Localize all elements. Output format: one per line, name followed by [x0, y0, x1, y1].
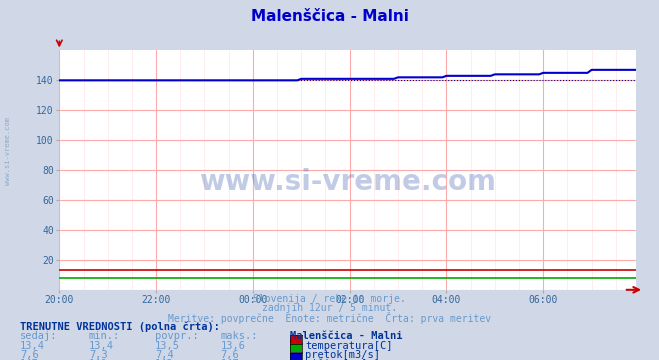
Text: Meritve: povprečne  Enote: metrične  Črta: prva meritev: Meritve: povprečne Enote: metrične Črta:… — [168, 312, 491, 324]
Text: Malenščica - Malni: Malenščica - Malni — [290, 331, 403, 341]
Text: www.si-vreme.com: www.si-vreme.com — [5, 117, 11, 185]
Text: 142: 142 — [155, 359, 173, 360]
Text: Slovenija / reke in morje.: Slovenija / reke in morje. — [253, 294, 406, 304]
Text: 7,4: 7,4 — [155, 350, 173, 360]
Text: Malenščica - Malni: Malenščica - Malni — [250, 9, 409, 24]
Text: zadnjih 12ur / 5 minut.: zadnjih 12ur / 5 minut. — [262, 303, 397, 313]
Text: 147: 147 — [20, 359, 38, 360]
Text: 7,6: 7,6 — [20, 350, 38, 360]
Text: temperatura[C]: temperatura[C] — [305, 341, 393, 351]
Text: 7,6: 7,6 — [221, 350, 239, 360]
Text: pretok[m3/s]: pretok[m3/s] — [305, 350, 380, 360]
Text: min.:: min.: — [89, 331, 120, 341]
Text: 13,5: 13,5 — [155, 341, 180, 351]
Text: sedaj:: sedaj: — [20, 331, 57, 341]
Text: maks.:: maks.: — [221, 331, 258, 341]
Text: 13,6: 13,6 — [221, 341, 246, 351]
Text: 13,4: 13,4 — [20, 341, 45, 351]
Text: 147: 147 — [221, 359, 239, 360]
Text: www.si-vreme.com: www.si-vreme.com — [199, 168, 496, 196]
Text: 140: 140 — [89, 359, 107, 360]
Text: TRENUTNE VREDNOSTI (polna črta):: TRENUTNE VREDNOSTI (polna črta): — [20, 321, 219, 332]
Text: višina[cm]: višina[cm] — [305, 359, 368, 360]
Text: povpr.:: povpr.: — [155, 331, 198, 341]
Text: 13,4: 13,4 — [89, 341, 114, 351]
Text: 7,3: 7,3 — [89, 350, 107, 360]
